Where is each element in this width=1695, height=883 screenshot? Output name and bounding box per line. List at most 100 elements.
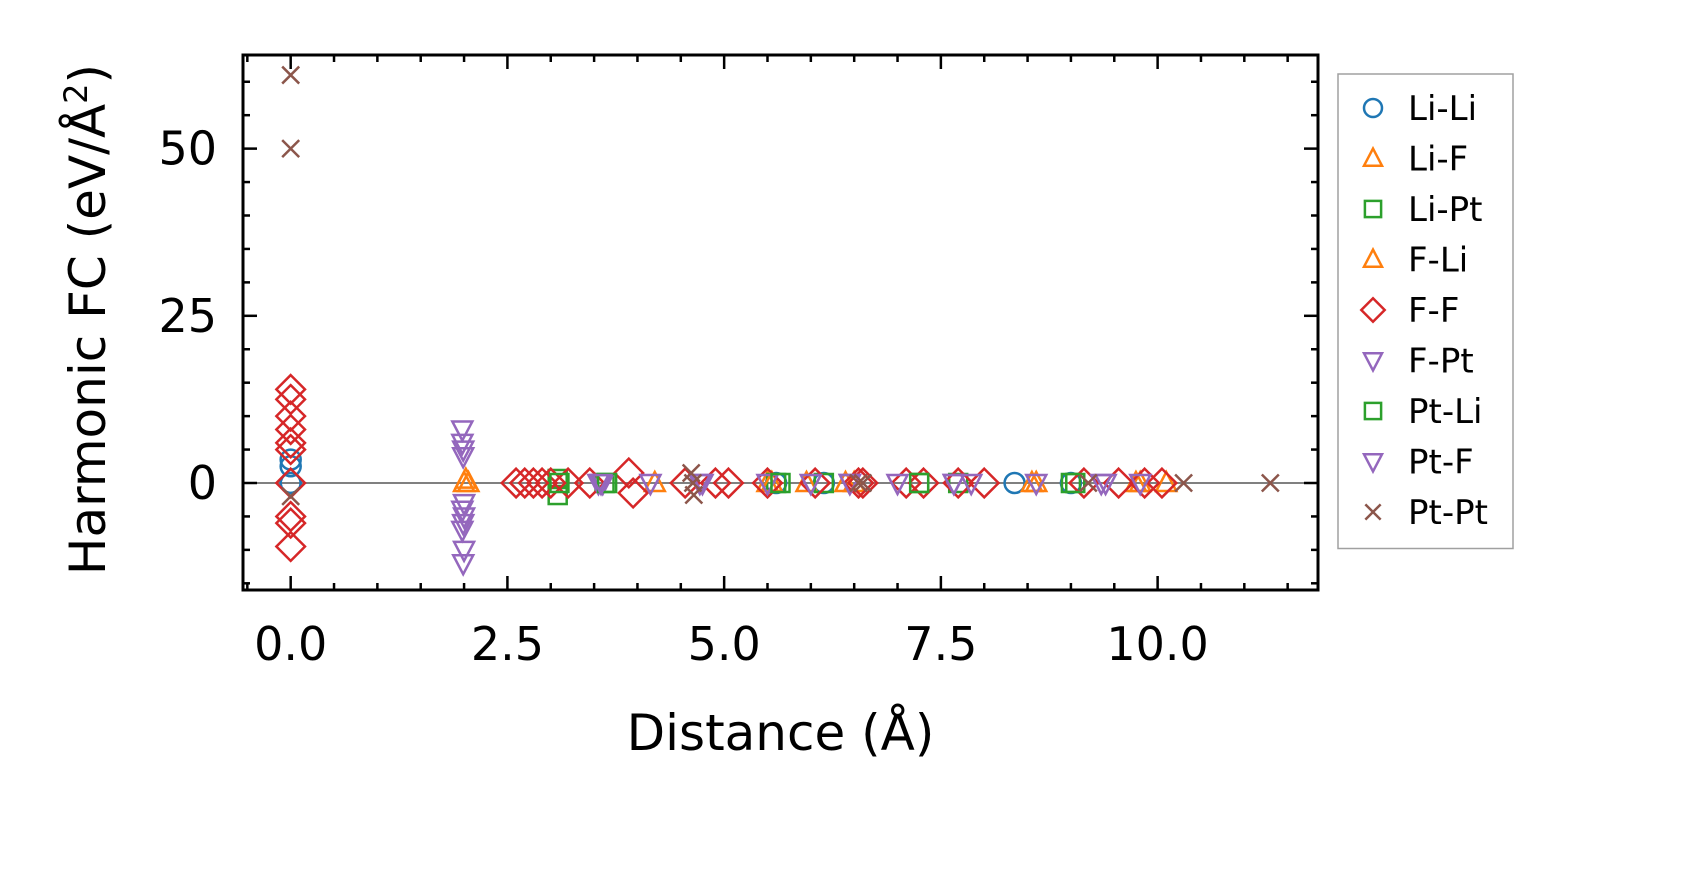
data-point xyxy=(813,472,835,494)
legend: Li-Li Li-F Li-Pt F-Li F-F F-Pt Pt-Li Pt-F Pt-Pt xyxy=(1337,73,1514,550)
data-point xyxy=(1145,466,1179,500)
legend-marker xyxy=(1364,503,1382,521)
legend-marker xyxy=(1361,352,1385,374)
data-point xyxy=(456,469,481,493)
x-tick-label: 7.5 xyxy=(904,617,977,671)
data-point xyxy=(451,513,476,537)
data-point xyxy=(684,485,704,505)
data-point xyxy=(959,473,984,497)
data-point xyxy=(450,520,475,544)
legend-item: F-Pt xyxy=(1361,342,1474,382)
data-point xyxy=(274,413,307,446)
legend-label: F-Li xyxy=(1408,241,1468,281)
data-point xyxy=(885,473,910,497)
legend-item: Pt-Li xyxy=(1363,392,1483,432)
data-point xyxy=(549,472,570,494)
data-point xyxy=(1003,471,1026,495)
data-point xyxy=(451,493,477,517)
data-point xyxy=(770,472,791,494)
legend-marker xyxy=(1363,199,1383,219)
legend-marker xyxy=(1362,97,1384,119)
data-point xyxy=(1260,473,1280,493)
data-point xyxy=(451,554,476,577)
y-axis-label-close: ) xyxy=(59,64,117,84)
data-point xyxy=(274,433,307,466)
data-point xyxy=(612,456,645,490)
data-point xyxy=(1024,469,1049,493)
y-tick-label: 25 xyxy=(158,289,217,343)
data-point xyxy=(450,433,475,457)
data-point xyxy=(1154,469,1179,493)
plot-area xyxy=(241,53,1320,592)
data-point xyxy=(274,530,307,563)
data-point xyxy=(274,507,307,540)
data-point xyxy=(798,473,823,497)
series-f-f xyxy=(274,373,1179,563)
data-markers xyxy=(274,65,1280,577)
x-tick-label: 0.0 xyxy=(254,617,327,671)
data-point xyxy=(908,472,930,494)
y-tick-label: 50 xyxy=(158,122,217,176)
data-point xyxy=(1128,473,1153,497)
data-point xyxy=(907,466,940,500)
data-point xyxy=(451,447,476,470)
data-point xyxy=(451,440,476,464)
data-point xyxy=(281,65,301,85)
y-axis-label-superscript: 2 xyxy=(57,83,95,103)
data-point xyxy=(853,473,873,493)
data-point xyxy=(617,476,650,510)
data-point xyxy=(1078,473,1098,493)
data-point xyxy=(1093,473,1118,497)
legend-marker xyxy=(1359,296,1387,324)
data-point xyxy=(552,466,585,500)
data-point xyxy=(699,466,732,500)
data-point xyxy=(712,466,745,500)
data-point xyxy=(274,426,307,459)
data-point xyxy=(281,486,301,506)
data-point xyxy=(638,473,663,497)
x-tick-label: 10.0 xyxy=(1106,617,1208,671)
legend-marker xyxy=(1361,453,1385,475)
x-tick-label: 5.0 xyxy=(688,617,761,671)
data-point xyxy=(450,500,475,524)
data-point xyxy=(451,507,477,531)
data-point xyxy=(1174,473,1194,493)
legend-marker xyxy=(1361,145,1385,167)
data-point xyxy=(1024,473,1049,497)
data-point xyxy=(279,471,302,495)
legend-item: Li-F xyxy=(1361,140,1468,180)
data-point xyxy=(849,473,868,493)
legend-item: Li-Pt xyxy=(1363,190,1483,230)
legend-marker xyxy=(1361,246,1385,268)
legend-label: Pt-F xyxy=(1408,443,1474,483)
data-point xyxy=(941,473,966,497)
legend-item: F-F xyxy=(1359,291,1459,331)
data-point xyxy=(942,466,975,500)
legend-label: Pt-Pt xyxy=(1408,493,1488,533)
legend-item: Pt-F xyxy=(1361,443,1474,483)
data-point xyxy=(450,420,475,444)
data-point xyxy=(1060,472,1082,494)
axis-ticks xyxy=(243,55,1318,590)
series-pt-li xyxy=(549,472,1082,494)
legend-label: F-F xyxy=(1408,291,1459,331)
legend-label: Pt-Li xyxy=(1408,392,1483,432)
series-pt-pt xyxy=(281,65,1280,506)
legend-item: Li-Li xyxy=(1362,89,1477,129)
legend-item: Pt-Pt xyxy=(1364,493,1488,533)
legend-label: Li-F xyxy=(1408,140,1468,180)
data-point xyxy=(1128,469,1153,493)
data-point xyxy=(642,469,667,493)
data-point xyxy=(588,473,614,497)
data-point xyxy=(799,466,832,500)
data-point xyxy=(274,373,307,406)
axis-tick-labels: 0.0 2.5 5.0 7.5 10.0 0 25 50 xyxy=(158,122,1208,671)
legend-label: Li-Pt xyxy=(1408,190,1483,230)
y-axis-label: Harmonic FC (eV/Å2) xyxy=(57,64,117,575)
x-tick-label: 2.5 xyxy=(471,617,544,671)
data-point xyxy=(451,540,477,564)
legend-item: F-Li xyxy=(1361,241,1468,281)
legend-label: Li-Li xyxy=(1408,89,1477,129)
data-point xyxy=(968,466,1001,500)
